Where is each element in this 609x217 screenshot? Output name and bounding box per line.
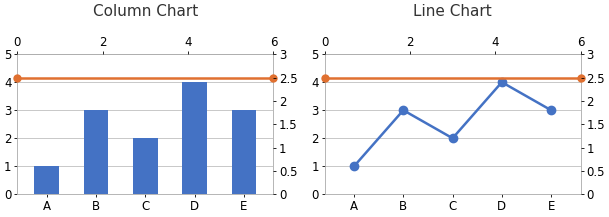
Title: Column Chart: Column Chart [93, 4, 198, 19]
Bar [83, 110, 108, 194]
Bar [231, 110, 256, 194]
Bar [182, 82, 207, 194]
Bar [35, 166, 59, 194]
Bar [133, 138, 158, 194]
Title: Line Chart: Line Chart [413, 4, 492, 19]
